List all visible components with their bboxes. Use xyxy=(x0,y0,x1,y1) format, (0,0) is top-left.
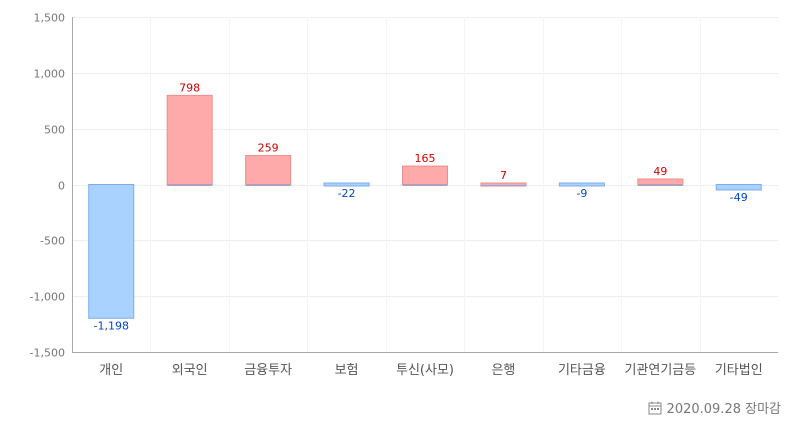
bar xyxy=(88,184,135,319)
bar xyxy=(558,182,605,187)
x-tick-label: 투신(사모) xyxy=(396,363,454,378)
footer-timestamp: 2020.09.28 장마감 xyxy=(648,398,781,417)
x-axis: 개인 외국인 금융투자 보험 투신(사모) 은행 기타금융 기관연기금등 기타법인 xyxy=(72,352,778,378)
y-tick-label: 500 xyxy=(44,124,65,137)
data-label: -22 xyxy=(338,187,356,200)
bar xyxy=(637,178,684,186)
y-tick-label: -1,500 xyxy=(30,347,65,360)
data-label: -49 xyxy=(730,191,748,204)
x-tick-label: 보험 xyxy=(335,363,359,378)
x-tick-label: 기관연기금등 xyxy=(624,363,696,378)
y-tick-label: 0 xyxy=(58,180,65,193)
bars: -1,198 798 259 -22 165 7 -9 49 -49 xyxy=(88,81,762,332)
bar xyxy=(402,165,448,185)
data-label: 798 xyxy=(179,81,200,94)
bar xyxy=(715,184,762,191)
x-tick-label: 외국인 xyxy=(172,363,208,378)
y-tick-label: -1,000 xyxy=(30,291,65,304)
data-label: 49 xyxy=(653,165,667,178)
y-tick-label: 1,500 xyxy=(34,12,66,25)
x-tick-label: 금융투자 xyxy=(244,363,292,378)
bar xyxy=(323,182,370,187)
x-tick-label: 기타금융 xyxy=(558,363,606,378)
x-tick-label: 은행 xyxy=(491,362,515,378)
bar xyxy=(245,155,292,186)
x-tick-label: 기타법인 xyxy=(715,363,763,378)
y-axis: 1,500 1,000 500 0 -500 -1,000 -1,500 xyxy=(30,12,73,360)
bar xyxy=(166,94,213,185)
calendar-icon xyxy=(648,401,662,414)
x-tick-label: 개인 xyxy=(99,363,123,378)
data-label: -1,198 xyxy=(93,319,128,332)
footer-date-text: 2020.09.28 장마감 xyxy=(666,402,781,417)
data-label: -9 xyxy=(576,187,587,200)
y-tick-label: -500 xyxy=(40,235,65,248)
y-tick-label: 1,000 xyxy=(34,68,66,81)
bar-chart: 1,500 1,000 500 0 -500 -1,000 -1,500 -1,198 798… xyxy=(30,12,778,378)
data-label: 165 xyxy=(415,152,436,165)
data-label: 259 xyxy=(258,142,279,155)
data-label: 7 xyxy=(500,169,507,182)
